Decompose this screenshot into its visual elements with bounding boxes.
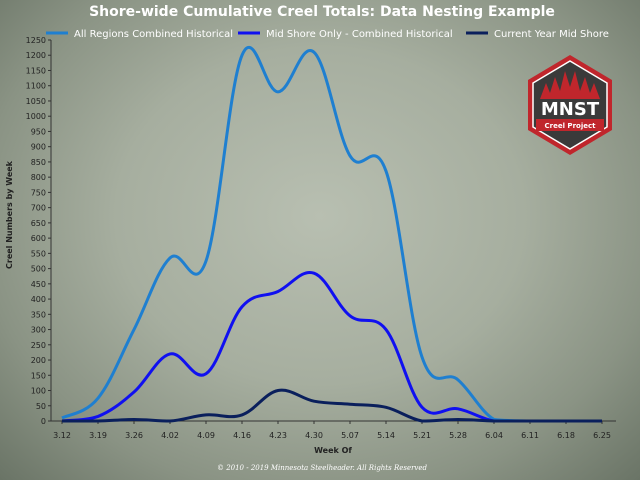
y-tick-label: 900 bbox=[31, 143, 46, 152]
series-line-1 bbox=[61, 45, 602, 423]
x-tick-label: 4.23 bbox=[269, 431, 287, 440]
x-tick-label: 6.11 bbox=[521, 431, 539, 440]
y-tick-label: 400 bbox=[31, 295, 46, 304]
series-line-2 bbox=[61, 270, 602, 423]
logo-sub-text: Creel Project bbox=[545, 122, 597, 130]
y-tick-label: 200 bbox=[31, 356, 46, 365]
x-tick-label: 5.07 bbox=[341, 431, 359, 440]
y-tick-label: 700 bbox=[31, 204, 46, 213]
x-tick-label: 6.04 bbox=[485, 431, 503, 440]
x-tick-label: 4.02 bbox=[161, 431, 179, 440]
y-tick-label: 950 bbox=[31, 127, 46, 136]
legend-label-2: Mid Shore Only - Combined Historical bbox=[266, 29, 453, 40]
y-tick-label: 150 bbox=[31, 371, 46, 380]
logo-banner bbox=[536, 119, 604, 131]
y-tick-label: 800 bbox=[31, 173, 46, 182]
y-tick-label: 50 bbox=[36, 402, 46, 411]
x-tick-label: 4.30 bbox=[305, 431, 323, 440]
series-line-3 bbox=[61, 388, 602, 423]
y-axis-ticks: 0 50 100 150 200 250 300 350 400 450 500 550 600 650 7… bbox=[26, 36, 51, 426]
x-tick-label: 6.18 bbox=[557, 431, 575, 440]
mnst-logo: MNST Creel Project bbox=[528, 55, 612, 155]
y-tick-label: 850 bbox=[31, 158, 46, 167]
y-tick-label: 1000 bbox=[26, 112, 46, 121]
x-tick-label: 5.21 bbox=[413, 431, 431, 440]
x-axis-ticks: 3.12 3.19 3.26 4.02 4.09 4.16 4.23 4.30 5.07 5.14… bbox=[53, 421, 611, 440]
chart-title: Shore-wide Cumulative Creel Totals: Data… bbox=[89, 4, 555, 20]
copyright-text: © 2010 - 2019 Minnesota Steelheader. All… bbox=[217, 464, 428, 472]
y-tick-label: 600 bbox=[31, 234, 46, 243]
legend-label-3: Current Year Mid Shore bbox=[494, 29, 609, 40]
y-tick-label: 1100 bbox=[26, 82, 46, 91]
x-tick-label: 4.09 bbox=[197, 431, 215, 440]
y-tick-label: 1250 bbox=[26, 36, 46, 45]
x-tick-label: 6.25 bbox=[593, 431, 611, 440]
x-tick-label: 3.12 bbox=[53, 431, 71, 440]
y-tick-label: 250 bbox=[31, 341, 46, 350]
x-tick-label: 5.28 bbox=[449, 431, 467, 440]
y-tick-label: 450 bbox=[31, 280, 46, 289]
y-tick-label: 1050 bbox=[26, 97, 46, 106]
y-tick-label: 650 bbox=[31, 219, 46, 228]
series-lines bbox=[61, 45, 602, 423]
y-tick-label: 550 bbox=[31, 249, 46, 258]
logo-main-text: MNST bbox=[541, 99, 600, 120]
x-tick-label: 5.14 bbox=[377, 431, 395, 440]
y-tick-label: 0 bbox=[41, 417, 46, 426]
y-tick-label: 500 bbox=[31, 265, 46, 274]
y-tick-label: 350 bbox=[31, 310, 46, 319]
x-axis-label: Week Of bbox=[314, 446, 352, 455]
y-tick-label: 100 bbox=[31, 387, 46, 396]
logo-trees-icon bbox=[540, 71, 600, 99]
y-tick-label: 300 bbox=[31, 326, 46, 335]
x-tick-label: 3.19 bbox=[89, 431, 107, 440]
x-tick-label: 3.26 bbox=[125, 431, 143, 440]
y-tick-label: 1150 bbox=[26, 66, 46, 75]
y-axis-label: Creel Numbers by Week bbox=[5, 160, 14, 269]
y-tick-label: 1200 bbox=[26, 51, 46, 60]
x-tick-label: 4.16 bbox=[233, 431, 251, 440]
legend-label-1: All Regions Combined Historical bbox=[74, 29, 233, 40]
y-tick-label: 750 bbox=[31, 188, 46, 197]
legend: All Regions Combined Historical Mid Shore… bbox=[46, 29, 609, 40]
